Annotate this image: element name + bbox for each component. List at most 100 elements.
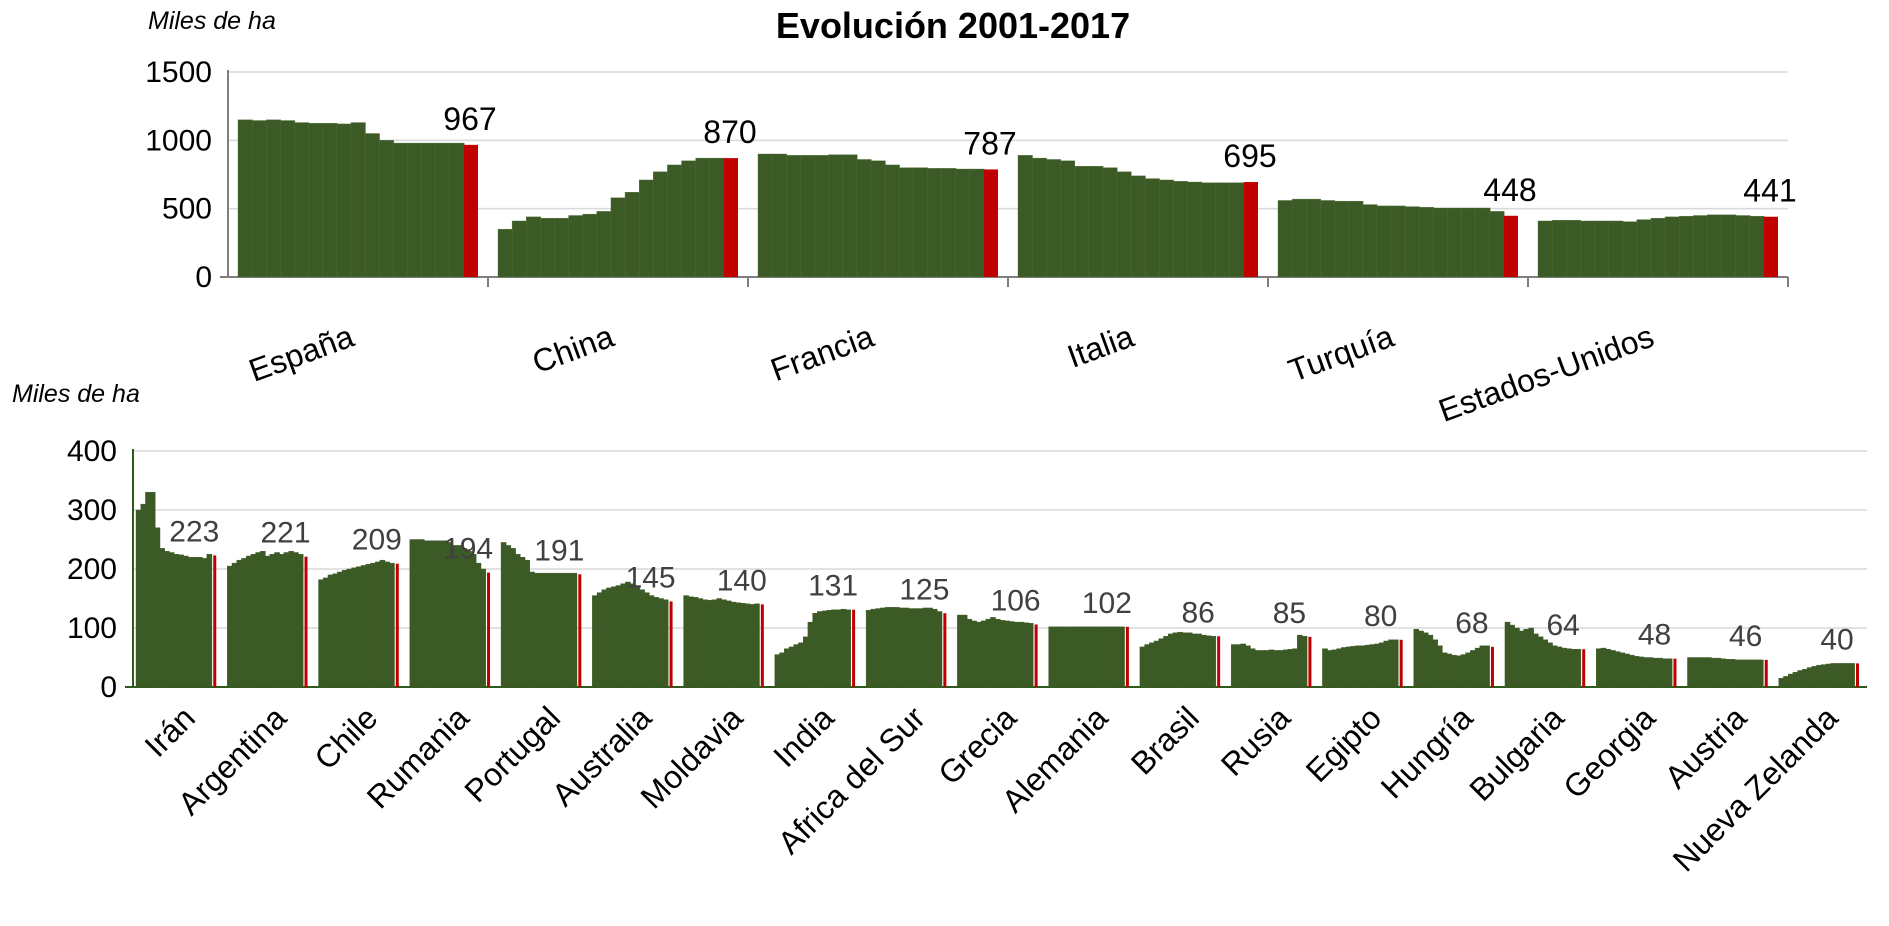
bar-year <box>1355 645 1361 688</box>
bar-year <box>1048 626 1054 688</box>
bar-year <box>611 586 617 688</box>
x-category-label: Nueva Zelanda <box>1666 699 1845 878</box>
bar-year <box>1461 207 1477 278</box>
bar-year <box>1418 207 1434 278</box>
bar-year <box>548 572 554 688</box>
bar-year <box>1320 200 1336 278</box>
bar-year <box>1566 648 1572 688</box>
bar-highlight <box>1217 636 1221 687</box>
bar-year <box>971 620 977 688</box>
data-label: 125 <box>899 573 949 606</box>
bar-year <box>1144 178 1160 278</box>
bar-year <box>903 607 910 688</box>
bar-year <box>449 142 465 278</box>
bar-year <box>1839 663 1846 688</box>
bar-year <box>716 598 722 688</box>
bar-year <box>379 559 386 688</box>
bar-year <box>821 610 828 688</box>
x-category-label: Estados-Unidos <box>1434 318 1659 429</box>
bar-highlight <box>463 144 478 277</box>
bar-year <box>350 122 366 278</box>
bar-year <box>1139 646 1146 688</box>
bar-year <box>1074 166 1090 278</box>
bar-year <box>966 618 973 688</box>
bar-year <box>1376 205 1392 278</box>
bar-year <box>1600 647 1607 688</box>
bar-year <box>725 600 732 688</box>
bar-year <box>1678 215 1694 278</box>
bar-year <box>1158 179 1174 278</box>
bar-year <box>1277 200 1293 278</box>
bar-year <box>435 142 451 278</box>
bar-year <box>1441 652 1448 688</box>
bar-year <box>927 607 933 688</box>
bar-year <box>711 599 718 688</box>
bar-year <box>374 561 381 688</box>
bar-year <box>1306 198 1321 278</box>
bar-year <box>1575 649 1582 688</box>
bar-year <box>1235 644 1242 688</box>
bar-year <box>917 608 924 688</box>
bar-year <box>1100 626 1106 688</box>
bar-year <box>1369 644 1375 688</box>
bar-year <box>497 228 513 278</box>
bar-year <box>1633 656 1640 688</box>
bar-year <box>251 120 267 278</box>
bar-year <box>237 119 253 278</box>
bar-year <box>1364 644 1371 688</box>
bar-year <box>1341 647 1347 688</box>
bar-year <box>1792 672 1799 688</box>
x-category-label: Moldavia <box>634 699 750 815</box>
bar-year <box>1484 645 1490 688</box>
bar-year <box>592 595 598 688</box>
bar-highlight <box>1673 658 1677 687</box>
bar-highlight <box>723 158 738 277</box>
bar-year <box>749 604 755 688</box>
bar-year <box>638 179 654 278</box>
bar-year <box>1191 633 1198 688</box>
bar-year <box>250 554 257 688</box>
bar-year <box>870 608 877 688</box>
bar-year <box>898 607 905 688</box>
bar-year <box>1383 640 1390 688</box>
bar-year <box>1433 207 1449 278</box>
x-category-label: Hungría <box>1374 699 1480 805</box>
x-category-label: Georgia <box>1556 699 1662 805</box>
bar-year <box>1509 624 1515 688</box>
bar-year <box>1297 634 1303 688</box>
bar-year <box>1455 655 1462 688</box>
bar-year <box>1210 636 1217 688</box>
bar-year <box>1636 219 1652 278</box>
bar-year <box>620 583 626 688</box>
bar-highlight <box>852 609 856 687</box>
bar-year <box>293 552 299 688</box>
bar-year <box>1802 669 1808 688</box>
bar-year <box>154 527 161 688</box>
bar-year <box>1825 663 1832 688</box>
bar-year <box>1114 626 1121 688</box>
bar-year <box>1249 648 1256 688</box>
bar-year <box>1268 649 1275 688</box>
bar-year <box>957 614 963 688</box>
bar-year <box>842 154 858 278</box>
bar-year <box>1334 200 1350 278</box>
bar-year <box>1729 659 1736 688</box>
bar-year <box>356 566 362 688</box>
bar-year <box>610 197 626 278</box>
bar-year <box>913 167 929 278</box>
bar-year <box>351 567 357 688</box>
bar-year <box>1205 635 1212 688</box>
bar-year <box>269 554 276 688</box>
bar-year <box>1556 646 1563 688</box>
bar-highlight <box>304 556 308 687</box>
bar-year <box>470 554 477 688</box>
bar-year <box>807 621 814 688</box>
x-category-label: Turquía <box>1284 318 1399 389</box>
bar-year <box>985 618 992 688</box>
bar-year <box>1017 155 1033 278</box>
bar-year <box>1031 157 1047 278</box>
data-label: 448 <box>1483 172 1536 208</box>
bar-year <box>1610 650 1616 688</box>
